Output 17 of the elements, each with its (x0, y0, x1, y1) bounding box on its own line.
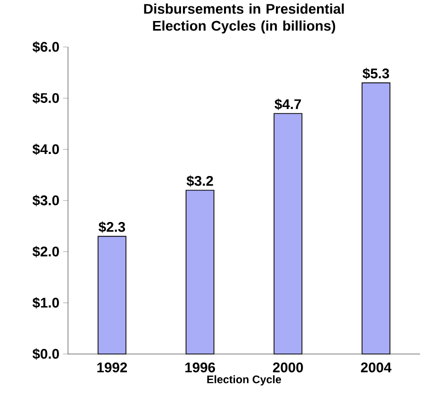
x-tick-label: 2004 (360, 362, 392, 372)
y-tick-label: $4.0 (32, 144, 59, 156)
y-tick-label: $3.0 (32, 194, 59, 206)
data-label: $4.7 (274, 98, 301, 110)
data-label: $5.3 (362, 68, 390, 80)
y-tick-label: $1.0 (32, 297, 59, 309)
y-tick-label: $0.0 (32, 348, 59, 360)
x-tick-label: 1992 (97, 362, 127, 372)
data-label: $3.2 (186, 175, 214, 187)
x-axis-title: Election Cycle (207, 375, 282, 386)
x-tick-label: 1996 (185, 362, 215, 372)
x-tick-label: 2000 (272, 362, 303, 372)
y-tick-label: $2.0 (32, 246, 59, 258)
y-tick-label: $6.0 (32, 41, 59, 53)
data-label: $2.3 (98, 221, 126, 233)
y-tick-label: $5.0 (32, 92, 59, 104)
chart-title: Disbursements in Presidential Election Cycles (in billions) (144, 4, 344, 34)
